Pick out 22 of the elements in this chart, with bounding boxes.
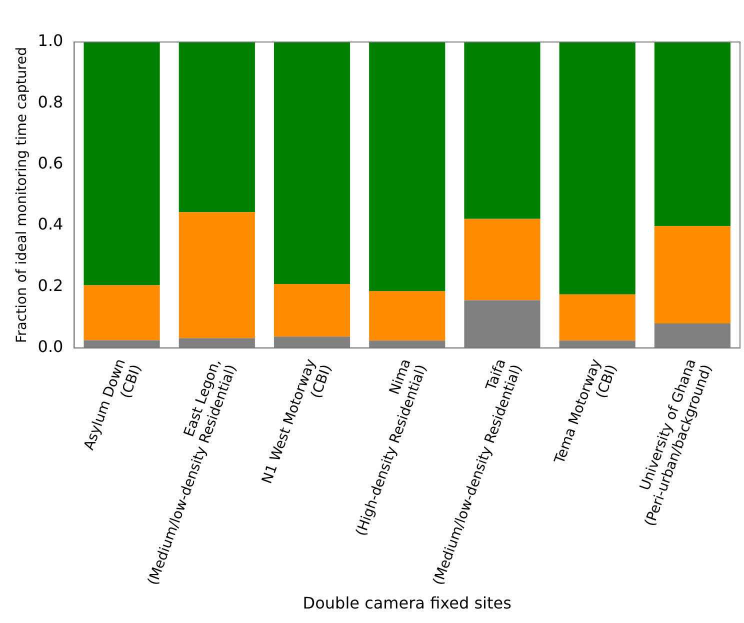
bar	[84, 42, 160, 286]
bar	[654, 42, 730, 226]
bar	[654, 226, 730, 324]
y-tick-label: 1.0	[38, 31, 64, 50]
bar	[178, 42, 255, 212]
bar	[84, 285, 160, 340]
bar	[559, 294, 636, 341]
bar	[369, 42, 446, 292]
bar	[464, 218, 540, 300]
x-axis-title: Double camera fixed sites	[302, 594, 512, 613]
bar	[274, 284, 350, 337]
bar	[178, 212, 255, 338]
y-tick-label: 0.6	[38, 154, 64, 173]
bar	[274, 42, 350, 284]
bar	[559, 42, 636, 294]
y-tick-label: 0.4	[38, 214, 64, 234]
y-tick-label: 0.0	[38, 337, 64, 356]
bar	[369, 291, 446, 341]
y-tick-label: 0.8	[38, 92, 64, 112]
bar	[464, 42, 540, 219]
y-axis-title: Fraction of ideal monitoring time captured	[14, 46, 30, 343]
y-tick-label: 0.2	[38, 276, 64, 295]
